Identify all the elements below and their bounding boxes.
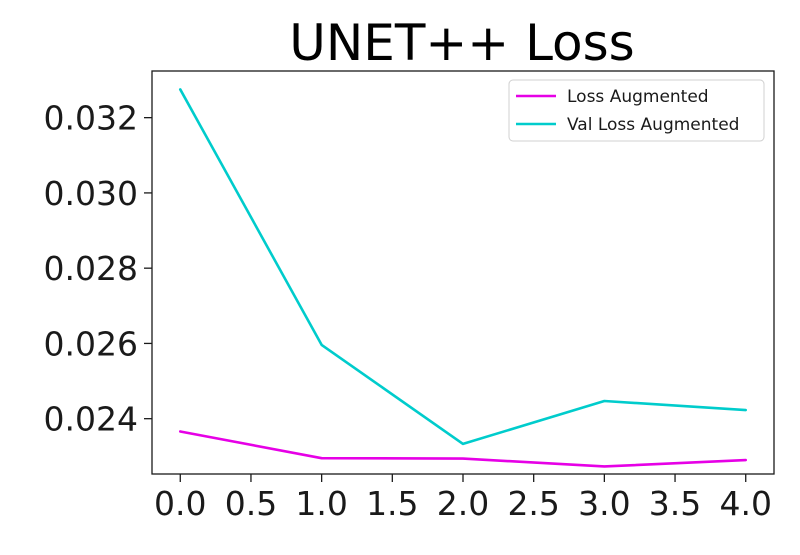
y-tick-label: 0.024 bbox=[44, 400, 138, 439]
x-axis: 0.0 0.5 1.0 1.5 2.0 2.5 3.0 3.5 4.0 bbox=[154, 474, 772, 523]
series-line-2 bbox=[178, 88, 748, 446]
x-tick-label: 3.5 bbox=[649, 484, 701, 523]
series-line-1 bbox=[178, 430, 748, 468]
legend-box bbox=[508, 79, 765, 142]
x-tick-label: 1.0 bbox=[295, 484, 347, 523]
x-tick-label: 2.0 bbox=[437, 484, 489, 523]
x-tick-label: 0.5 bbox=[225, 484, 277, 523]
y-axis: 0.024 0.026 0.028 0.030 0.032 bbox=[44, 99, 152, 439]
y-tick-label: 0.030 bbox=[44, 174, 138, 213]
chart-title: UNET++ Loss bbox=[289, 14, 634, 72]
y-tick-label: 0.028 bbox=[44, 249, 138, 288]
legend-label-1: Loss Augmented bbox=[567, 87, 709, 107]
y-tick-label: 0.026 bbox=[44, 324, 138, 363]
x-tick-label: 1.5 bbox=[366, 484, 418, 523]
x-tick-label: 2.5 bbox=[507, 484, 559, 523]
legend: Loss Augmented Val Loss Augmented bbox=[508, 79, 765, 142]
x-tick-label: 3.0 bbox=[578, 484, 630, 523]
plot-lines bbox=[178, 88, 748, 468]
x-tick-label: 4.0 bbox=[719, 484, 771, 523]
x-tick-label: 0.0 bbox=[154, 484, 206, 523]
legend-label-2: Val Loss Augmented bbox=[567, 115, 739, 135]
y-tick-label: 0.032 bbox=[44, 99, 138, 138]
